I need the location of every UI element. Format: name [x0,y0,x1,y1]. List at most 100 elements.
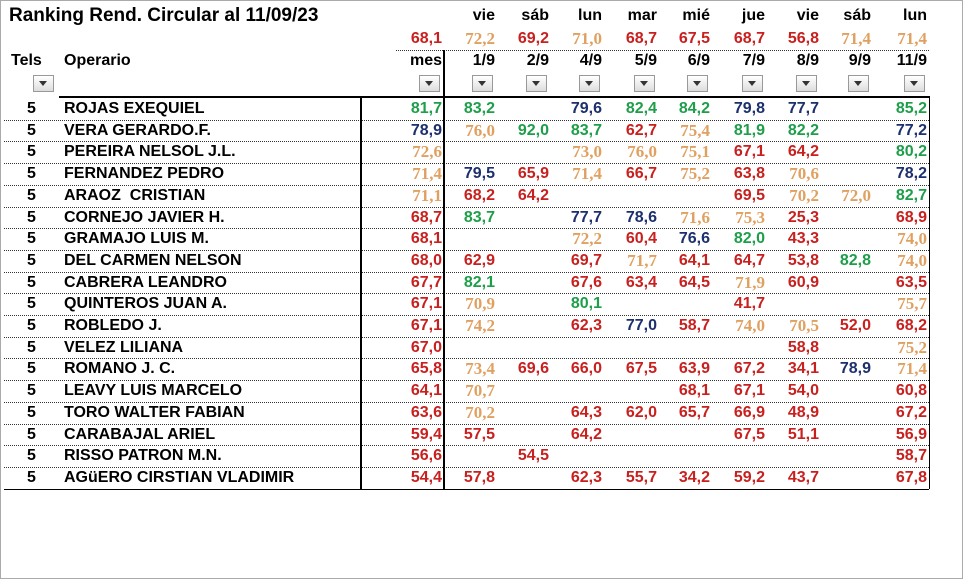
value: 69,5 [733,186,765,204]
value: 73,4 [465,359,495,379]
value: 59,2 [733,468,765,486]
column-header: 11/9 [896,52,927,69]
tels: 5 [27,468,36,486]
row-separator [4,184,929,186]
row-separator [4,358,929,360]
day-header: lun [578,7,602,24]
value: 78,9 [839,360,871,378]
value: 64,2 [787,143,819,161]
filter-button[interactable] [419,75,440,92]
value: 71,6 [680,207,710,227]
value: 78,9 [410,121,442,139]
filter-button[interactable] [526,75,547,92]
value: 64,1 [678,251,710,269]
column-header: 2/9 [526,52,549,69]
value: 67,7 [410,273,442,291]
operator-name: PEREIRA NELSOL J.L. [64,143,236,161]
value: 63,5 [895,273,927,291]
filter-button[interactable] [687,75,708,92]
value: 48,9 [787,403,819,421]
value: 64,7 [733,251,765,269]
value: 80,1 [570,295,602,313]
filter-button[interactable] [472,75,493,92]
value: 66,0 [570,360,602,378]
tels: 5 [27,121,36,139]
value: 68,2 [463,186,495,204]
column-header: 4/9 [579,52,602,69]
operator-name: TORO WALTER FABIAN [64,403,245,421]
value: 54,0 [787,382,819,400]
operator-name: VELEZ LILIANA [64,338,184,356]
value: 71,4 [572,164,602,184]
filter-button[interactable] [742,75,763,92]
divider [929,96,930,489]
value: 77,0 [625,317,657,334]
value: 68,0 [410,251,442,269]
filter-button[interactable] [579,75,600,92]
value: 69,7 [570,251,602,269]
value: 67,1 [410,317,442,334]
operator-name: RISSO PATRON M.N. [64,447,222,465]
value: 70,2 [789,185,819,205]
average: 72,2 [465,29,495,48]
row-separator [4,163,929,165]
day-header: mié [682,7,710,24]
value: 34,2 [678,468,710,486]
value: 79,6 [570,100,602,117]
value: 34,1 [787,360,819,378]
value: 67,2 [895,403,927,421]
value: 82,7 [895,186,927,204]
operator-name: ROBLEDO J. [64,317,162,334]
name-header: Operario [64,52,131,69]
value: 77,7 [570,208,602,226]
column-header: 7/9 [742,52,765,69]
value: 78,6 [625,208,657,226]
value: 74,0 [897,250,927,270]
value: 72,2 [572,229,602,249]
value: 75,7 [897,294,927,314]
value: 71,4 [897,359,927,379]
value: 74,0 [735,316,765,335]
column-header: 6/9 [687,52,710,69]
value: 67,5 [625,360,657,378]
value: 67,0 [410,338,442,356]
value: 73,0 [572,142,602,162]
value: 62,3 [570,468,602,486]
value: 82,0 [733,230,765,248]
tels: 5 [27,230,36,248]
value: 60,4 [625,230,657,248]
column-header: 5/9 [634,52,657,69]
column-header: 8/9 [796,52,819,69]
tels: 5 [27,186,36,204]
filter-button[interactable] [848,75,869,92]
value: 58,7 [678,317,710,334]
row-separator [4,423,929,425]
value: 82,2 [787,121,819,139]
average: 56,8 [787,30,819,47]
filter-button[interactable] [796,75,817,92]
value: 43,3 [787,230,819,248]
filter-button[interactable] [904,75,925,92]
average: 71,4 [841,29,871,48]
value: 71,1 [412,185,442,205]
average: 71,0 [572,29,602,48]
value: 68,1 [678,382,710,400]
filter-button[interactable] [634,75,655,92]
operator-name: DEL CARMEN NELSON [64,251,242,269]
tels: 5 [27,317,36,334]
value: 68,1 [410,230,442,248]
value: 59,4 [410,425,442,443]
value: 81,9 [733,121,765,139]
value: 70,9 [465,294,495,314]
value: 68,7 [410,208,442,226]
value: 77,7 [787,100,819,117]
value: 62,7 [625,121,657,139]
value: 75,2 [897,337,927,357]
day-header: mar [627,7,657,24]
operator-name: ARAOZ CRISTIAN [64,186,206,204]
value: 66,9 [733,403,765,421]
tels: 5 [27,425,36,443]
filter-button[interactable] [33,75,54,92]
value: 76,0 [627,142,657,162]
